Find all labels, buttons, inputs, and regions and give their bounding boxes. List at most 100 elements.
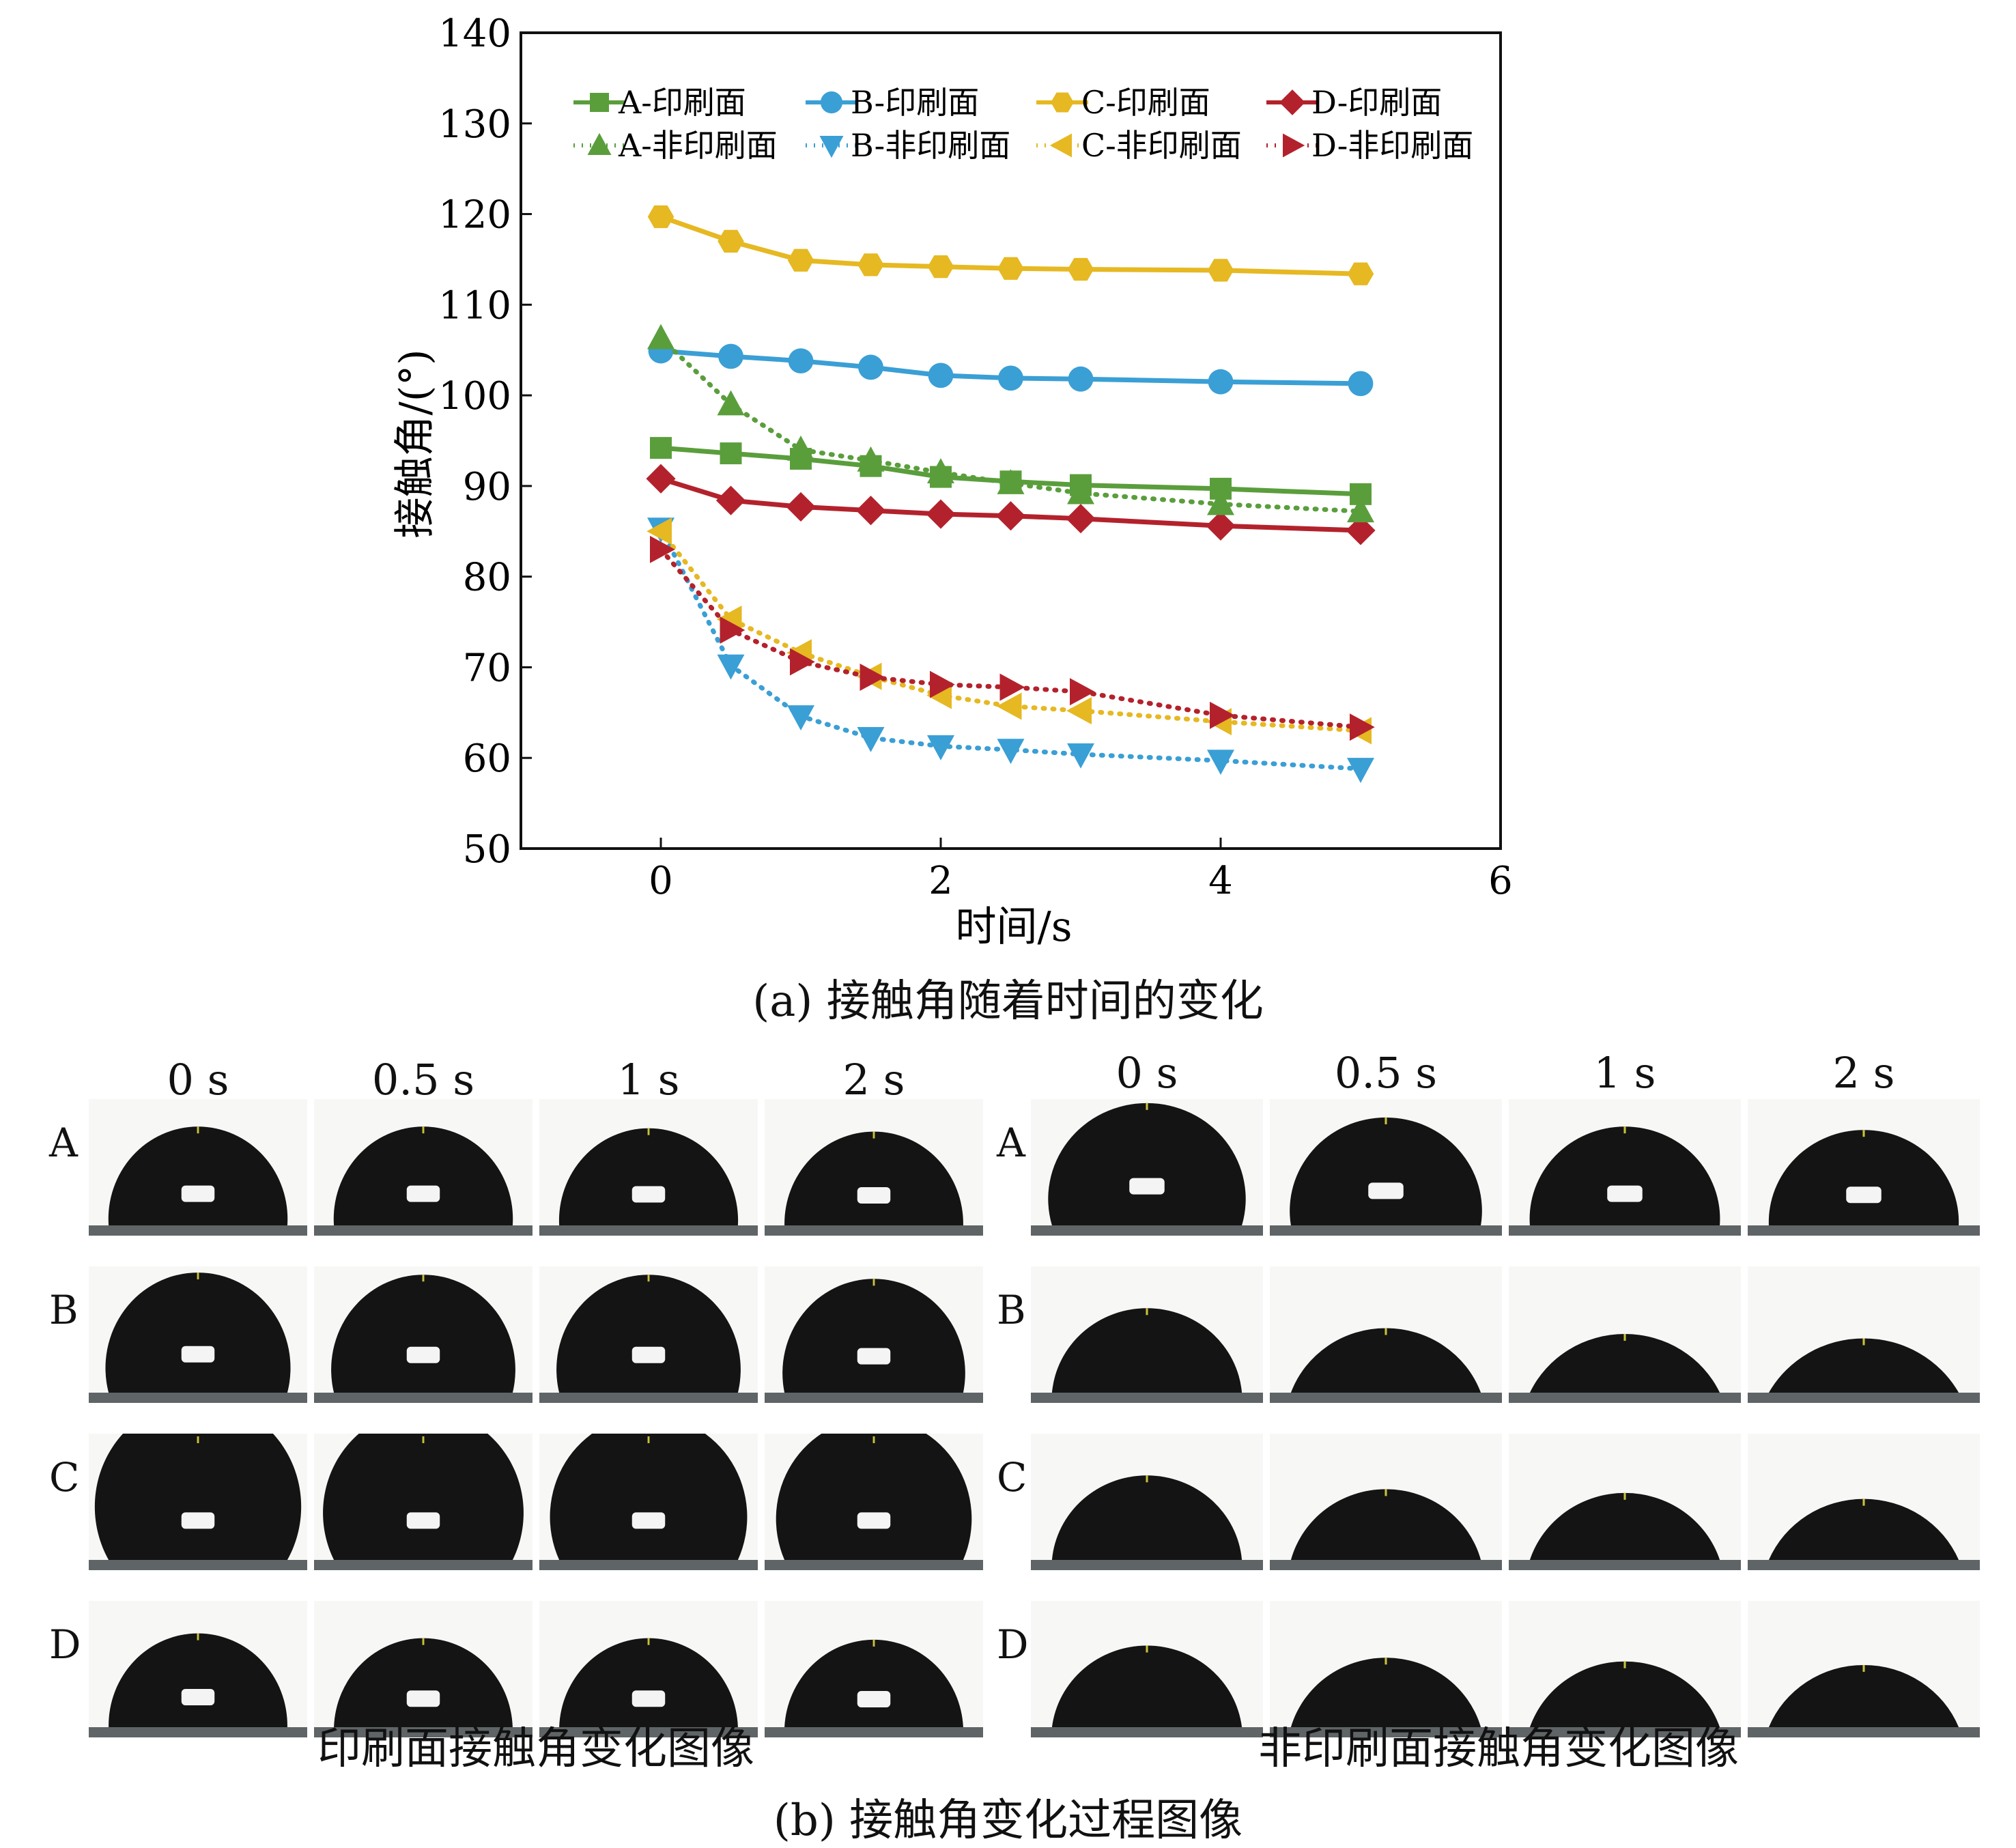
highlight: [857, 1691, 891, 1708]
substrate: [1031, 1393, 1263, 1403]
row-header: D: [997, 1621, 1029, 1668]
droplet: [1768, 1664, 1959, 1727]
highlight: [631, 1346, 666, 1363]
data-point: [855, 496, 886, 526]
series-4: [646, 464, 1376, 545]
legend-marker: [1051, 92, 1074, 113]
droplet: [1529, 1333, 1720, 1393]
substrate: [89, 1225, 307, 1236]
data-point: [1066, 697, 1092, 725]
plot-frame: [520, 31, 1502, 850]
droplet-photo: [89, 1266, 307, 1403]
highlight: [406, 1185, 440, 1202]
droplet-image: [314, 1434, 533, 1570]
legend-entry: C-非印刷面: [1036, 127, 1242, 164]
series-line: [658, 336, 1363, 514]
column-header: 2 s: [842, 1055, 905, 1105]
droplet-image: [1270, 1434, 1502, 1570]
y-tick-label: 120: [438, 193, 511, 238]
droplet: [1768, 1498, 1959, 1560]
highlight: [1129, 1178, 1165, 1195]
data-point: [1208, 369, 1234, 395]
substrate: [765, 1727, 983, 1737]
y-tick-label: 60: [463, 737, 511, 781]
droplet-photo: [1748, 1266, 1980, 1403]
data-point: [787, 435, 814, 461]
data-point: [650, 437, 672, 459]
data-point: [1207, 489, 1234, 515]
legend-marker: [1049, 133, 1072, 158]
data-point: [1207, 259, 1234, 282]
droplet-image: [765, 1434, 983, 1570]
droplet-photo: [1270, 1266, 1502, 1403]
droplet: [784, 1639, 963, 1727]
x-tick-label: 4: [1208, 859, 1233, 903]
series-7: [647, 517, 1372, 745]
legend-entry: D-印刷面: [1266, 84, 1442, 121]
data-point: [788, 348, 814, 374]
legend-label: B-非印刷面: [851, 127, 1010, 164]
substrate: [314, 1727, 533, 1737]
droplet-photo: [1509, 1434, 1741, 1570]
droplet-image: [1031, 1099, 1263, 1236]
column-header: 0.5 s: [371, 1055, 475, 1105]
droplet: [550, 1434, 748, 1560]
droplet-image: [539, 1434, 758, 1570]
substrate: [1270, 1727, 1502, 1737]
data-point: [790, 648, 815, 676]
substrate: [314, 1393, 533, 1403]
substrate: [1748, 1727, 1980, 1737]
y-tick-label: 140: [438, 12, 511, 56]
column-header: 1 s: [617, 1055, 680, 1105]
droplet-photo: [1748, 1099, 1980, 1236]
droplet-image: [89, 1601, 307, 1737]
legend-marker: [1279, 89, 1305, 115]
data-point: [1067, 257, 1094, 281]
data-point: [996, 692, 1022, 720]
droplet-photo: [314, 1601, 533, 1737]
highlight: [631, 1186, 666, 1203]
droplet-photo: [1748, 1601, 1980, 1737]
droplet-photo: [765, 1434, 983, 1570]
droplet-image: [1031, 1266, 1263, 1403]
droplet-image: [765, 1601, 983, 1737]
highlight: [181, 1185, 215, 1202]
data-point: [857, 446, 885, 472]
highlight: [406, 1512, 440, 1529]
droplet-photo: [1031, 1601, 1263, 1737]
data-point: [997, 739, 1025, 765]
legend-label: A-印刷面: [618, 84, 746, 121]
droplet: [94, 1434, 302, 1560]
substrate: [1031, 1727, 1263, 1737]
droplet: [105, 1273, 291, 1393]
column-header: 0 s: [1116, 1048, 1178, 1098]
substrate: [1270, 1225, 1502, 1236]
row-header: B: [49, 1287, 79, 1333]
droplet-image: [89, 1099, 307, 1236]
droplet-image: [1031, 1601, 1263, 1737]
droplet: [1048, 1103, 1246, 1225]
droplet: [331, 1275, 515, 1393]
droplet-photo: [1509, 1099, 1741, 1236]
substrate: [539, 1393, 758, 1403]
highlight: [1607, 1185, 1643, 1202]
droplet-photo: [765, 1266, 983, 1403]
x-axis-label: 时间/s: [955, 903, 1072, 951]
data-point: [928, 363, 954, 388]
droplet-image: [314, 1099, 533, 1236]
legend-entry: B-非印刷面: [806, 127, 1010, 164]
legend-label: D-印刷面: [1311, 84, 1442, 121]
data-point: [857, 253, 884, 276]
legend-entry: D-非印刷面: [1266, 127, 1473, 164]
droplet-photo: [1270, 1601, 1502, 1737]
droplet-photo: [89, 1434, 307, 1570]
droplet-photo: [765, 1601, 983, 1737]
substrate: [89, 1560, 307, 1570]
legend-marker: [587, 132, 612, 155]
highlight: [857, 1348, 891, 1365]
data-point: [930, 670, 955, 698]
droplet-photo: [89, 1601, 307, 1737]
y-tick-label: 130: [438, 102, 511, 147]
droplet: [323, 1434, 524, 1560]
y-tick-label: 70: [463, 646, 511, 690]
